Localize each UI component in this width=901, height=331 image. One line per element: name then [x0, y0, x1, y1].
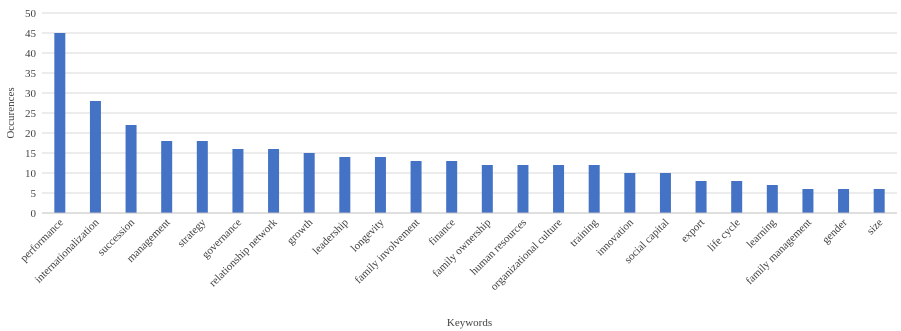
bar	[303, 153, 315, 213]
bar	[873, 189, 885, 213]
x-axis: performanceinternationalizationsuccessio…	[18, 216, 885, 293]
y-tick-label: 35	[25, 68, 37, 80]
y-tick-label: 20	[25, 128, 37, 140]
x-tick-label: export	[679, 217, 707, 245]
bar	[517, 165, 529, 213]
x-tick-label: organizational culture	[488, 217, 564, 293]
y-tick-label: 40	[25, 48, 37, 60]
bar	[410, 161, 422, 213]
bar	[802, 189, 814, 213]
y-tick-label: 10	[25, 168, 37, 180]
y-axis: 0 5 10 15 20 25 30 35 40 45 50	[25, 8, 37, 220]
x-tick-label: training	[568, 216, 601, 249]
y-tick-label: 5	[31, 188, 37, 200]
bar	[588, 165, 600, 213]
x-tick-label: family management	[744, 217, 814, 287]
bar	[553, 165, 565, 213]
bar	[695, 181, 707, 213]
x-tick-label: leadership	[310, 216, 351, 257]
bar	[125, 125, 137, 213]
bar	[624, 173, 636, 213]
bar	[54, 33, 66, 213]
x-tick-label: family involvement	[353, 217, 423, 287]
bar	[374, 157, 386, 213]
y-axis-title: Occurences	[5, 87, 17, 138]
y-tick-label: 30	[25, 88, 37, 100]
y-tick-label: 45	[25, 28, 37, 40]
bar	[232, 149, 244, 213]
bar	[196, 141, 208, 213]
bar	[838, 189, 850, 213]
bar	[481, 165, 493, 213]
bar	[731, 181, 743, 213]
x-tick-label: gender	[820, 216, 850, 246]
x-tick-label: relationship network	[207, 216, 280, 289]
x-tick-label: size	[865, 217, 886, 238]
x-tick-label: strategy	[175, 216, 208, 249]
y-tick-label: 25	[25, 108, 37, 120]
x-axis-title: Keywords	[447, 317, 492, 329]
bar	[161, 141, 173, 213]
bars	[54, 33, 885, 213]
x-tick-label: internationalization	[33, 216, 102, 285]
bar	[339, 157, 351, 213]
bar	[659, 173, 671, 213]
y-tick-label: 15	[25, 148, 37, 160]
x-tick-label: life cycle	[706, 217, 743, 254]
y-tick-label: 50	[25, 8, 37, 20]
x-tick-label: learning	[744, 216, 778, 250]
gridlines	[42, 12, 897, 194]
x-tick-label: finance	[426, 217, 457, 248]
bar	[268, 149, 280, 213]
bar	[446, 161, 458, 213]
y-tick-label: 0	[31, 208, 37, 220]
bar	[89, 101, 101, 213]
bar	[766, 185, 778, 213]
x-tick-label: growth	[285, 216, 316, 247]
